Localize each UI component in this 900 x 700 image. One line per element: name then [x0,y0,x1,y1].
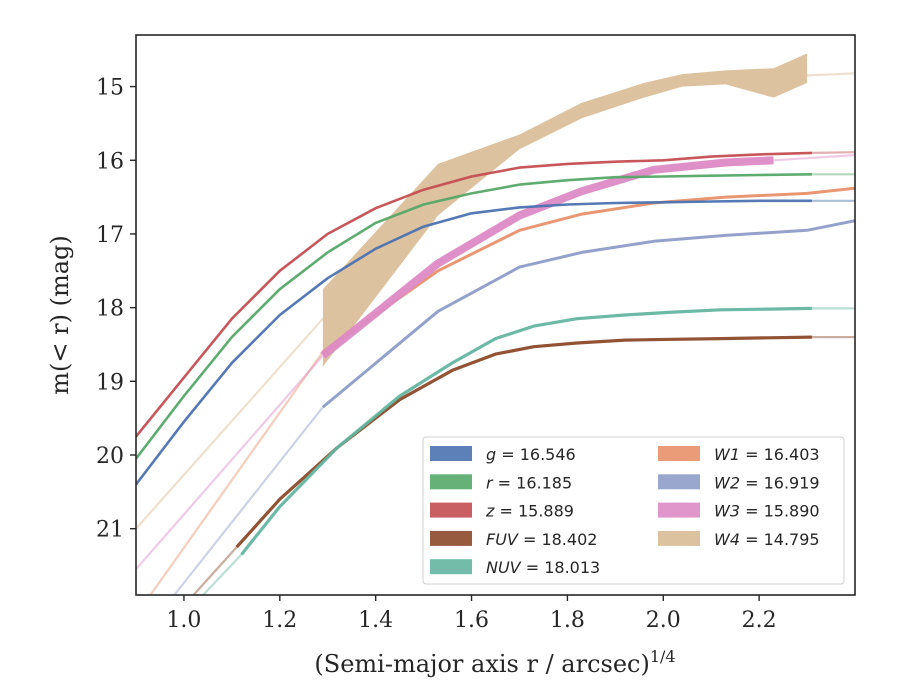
y-axis: 15 16 17 18 19 20 21 [96,76,136,543]
series-w1-line [322,186,855,354]
x-axis-title: (Semi-major axis r / arcsec)1/4 [314,647,675,678]
legend-label-w4: W4 = 14.795 [714,530,820,549]
series-w2-extension [173,406,324,595]
series-nuv-line [240,306,812,556]
series-w3-extension [772,154,855,162]
legend-label-nuv: NUV = 18.013 [486,558,600,577]
x-tick-label: 2.0 [646,608,681,633]
y-tick-label: 19 [96,370,124,395]
y-tick-label: 17 [96,223,124,248]
x-tick-label: 1.2 [262,608,297,633]
y-tick-label: 18 [96,297,124,322]
series-g-line [136,199,812,486]
series-w1-extension [149,350,324,595]
legend-label-w3: W3 = 15.890 [714,502,820,521]
x-tick-label: 1.8 [550,608,585,633]
legend-label-w1: W1 = 16.403 [714,445,820,464]
y-tick-label: 20 [96,444,124,469]
series-w2-line [321,219,855,409]
series-w3-extension [136,354,324,571]
plot-area [136,53,855,595]
legend-swatch-w4 [658,530,700,546]
x-axis-title-exponent: 1/4 [650,647,676,666]
legend-label-fuv: FUV = 18.402 [486,530,597,549]
y-tick-label: 21 [96,518,124,543]
axes-frame [135,34,856,596]
series-nuv-extension [202,553,243,595]
series-r-line [136,173,812,460]
legend-swatch-r [430,474,472,490]
y-tick-label: 16 [96,149,124,174]
legend-swatch-w2 [658,474,700,490]
x-tick-label: 1.0 [166,608,201,633]
legend-swatch-fuv [430,530,472,546]
series-fuv-extension [192,545,238,595]
x-tick-label: 1.4 [358,608,393,633]
series-w3-line [320,156,774,359]
legend-swatch-z [430,502,472,518]
series-w4-extension [136,317,324,530]
series-z-line [136,151,812,438]
legend-label-z: z = 15.889 [485,502,574,521]
legend-label-r: r = 16.185 [486,473,572,492]
series-w4-extension [805,72,855,77]
legend-label-g: g = 16.546 [486,445,576,464]
legend-swatch-w3 [658,502,700,518]
legend-label-w2: W2 = 16.919 [714,473,820,492]
legend-swatch-nuv [430,559,472,575]
series-w4-band [322,53,808,367]
y-axis-title: m(< r) (mag) [46,235,74,394]
x-axis: 1.0 1.2 1.4 1.6 1.8 2.0 2.2 [166,595,777,633]
legend-swatch-g [430,446,472,461]
y-tick-label: 15 [96,76,124,101]
legend-swatch-w1 [658,446,700,461]
x-tick-label: 2.2 [742,608,777,633]
x-axis-title-text: (Semi-major axis r / arcsec) [314,650,649,678]
legend-frame [422,436,845,585]
legend: g = 16.546 r = 16.185 z = 15.889 FUV = 18.4… [422,436,845,585]
x-tick-label: 1.6 [454,608,489,633]
series-z-extension [810,151,855,154]
